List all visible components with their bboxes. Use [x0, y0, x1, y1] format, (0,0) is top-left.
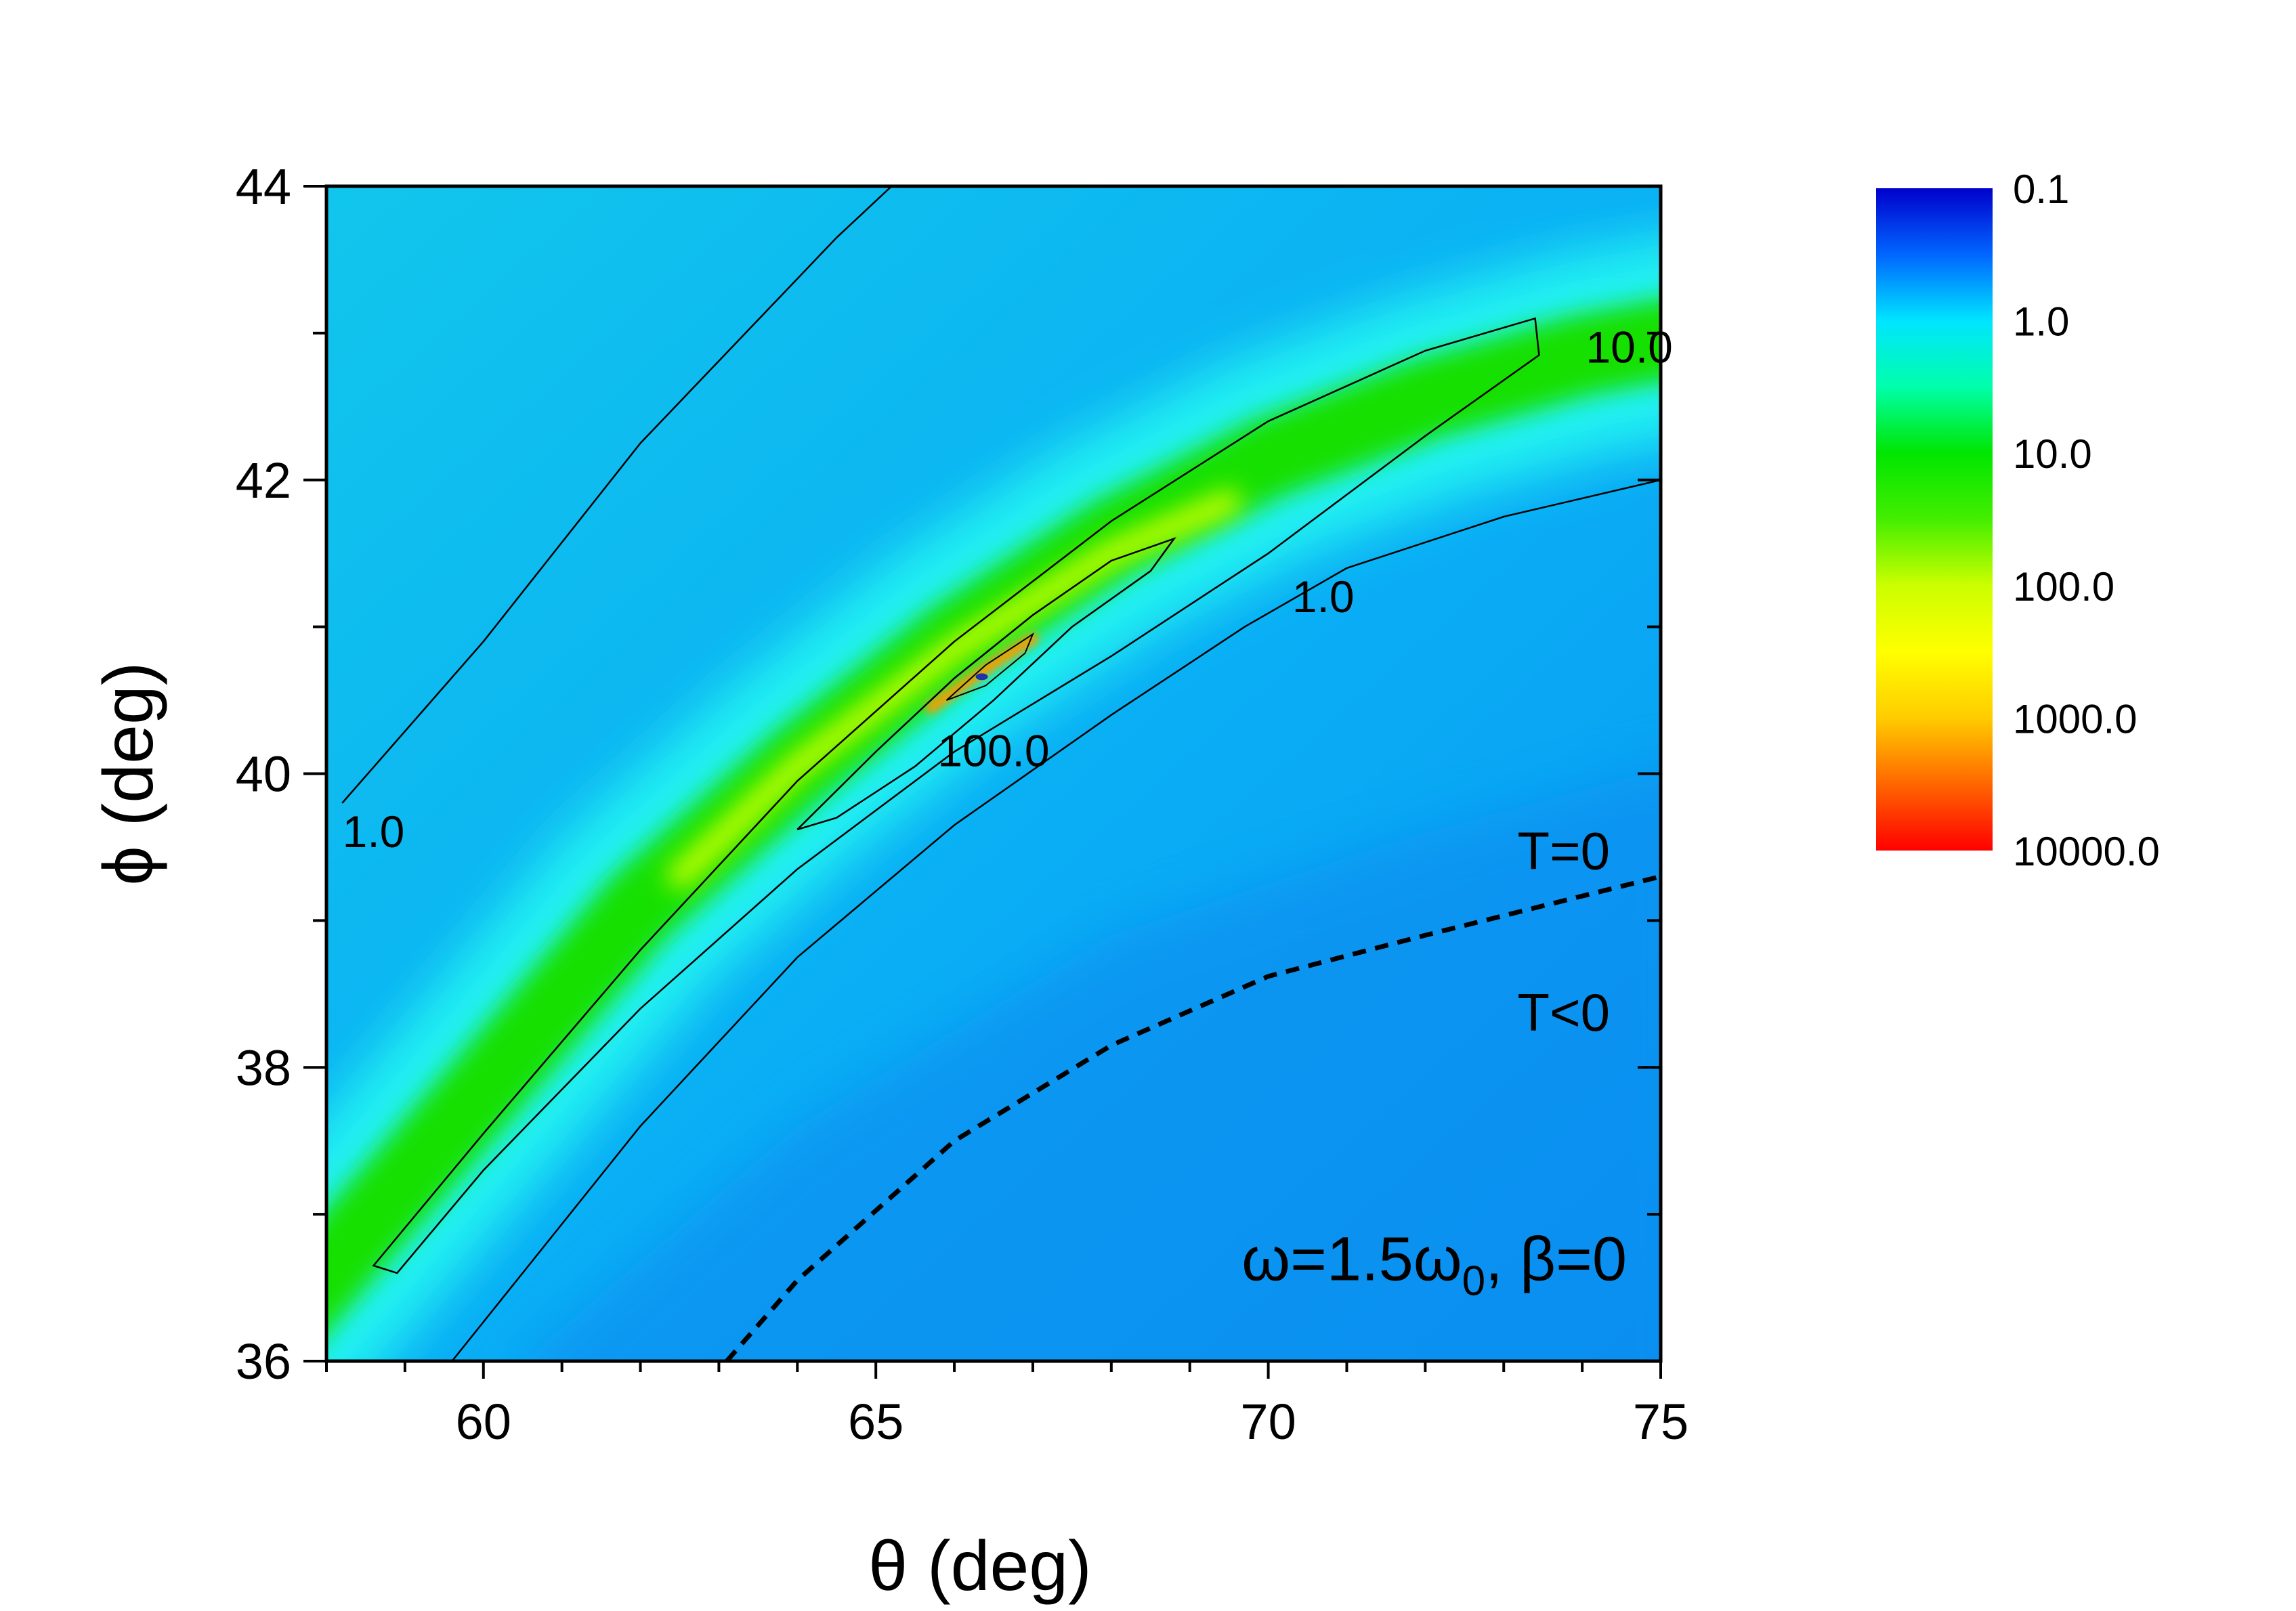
plot-area — [324, 184, 1663, 1363]
params-subscript: 0 — [1462, 1258, 1485, 1305]
annotation-t-negative: T<0 — [1517, 983, 1610, 1042]
y-tick-label-42: 42 — [236, 452, 291, 509]
colorbar-label-1-0: 1.0 — [2013, 299, 2069, 345]
contour-100-3 — [796, 536, 1176, 831]
heatmap-yellow-core — [667, 490, 1241, 889]
annotation-parameters: ω=1.5ω0, β=0 — [1241, 1225, 1627, 1305]
colorbar-label-1000-0: 1000.0 — [2013, 696, 2138, 742]
x-axis-title: θ (deg) — [868, 1527, 1092, 1606]
x-axis: 60 65 70 75 — [325, 1361, 1688, 1450]
contour-lines — [341, 186, 1661, 1361]
heatmap-orange-core — [925, 633, 1038, 713]
contour-1-0 — [341, 186, 893, 804]
colorbar-gradient — [1876, 188, 1993, 851]
contour-label-1-0: 1.0 — [1292, 572, 1355, 622]
params-suffix: , β=0 — [1485, 1225, 1627, 1294]
x-tick-label-60: 60 — [456, 1394, 511, 1450]
contour-10-2 — [372, 317, 1540, 1274]
peak-marker — [975, 673, 988, 681]
contour-label-1-0: 1.0 — [343, 807, 405, 857]
x-tick-label-70: 70 — [1240, 1394, 1296, 1450]
colorbar: 0.1 1.0 10.0 100.0 1000.0 10000.0 — [1876, 167, 2160, 874]
params-prefix: ω=1.5ω — [1241, 1225, 1462, 1294]
y-tick-label-38: 38 — [236, 1039, 291, 1096]
contour-labels: 1.0 1.0 10.0 100.0 — [343, 322, 1673, 857]
y-tick-label-44: 44 — [236, 158, 291, 215]
heatmap-low-region — [522, 769, 1661, 1361]
y-tick-label-40: 40 — [236, 746, 291, 802]
colorbar-label-10-0: 10.0 — [2013, 431, 2092, 477]
contour-label-10-0: 10.0 — [1586, 322, 1672, 372]
t-zero-boundary-line — [725, 874, 1661, 1361]
contour-1-1 — [451, 479, 1661, 1361]
colorbar-labels: 0.1 1.0 10.0 100.0 1000.0 10000.0 — [2013, 167, 2160, 874]
colorbar-label-10000-0: 10000.0 — [2013, 829, 2160, 874]
y-axis-title: ϕ (deg) — [89, 662, 168, 886]
y-axis: 36 38 40 42 44 — [236, 158, 1661, 1390]
colorbar-label-100-0: 100.0 — [2013, 564, 2114, 609]
annotation-t-zero: T=0 — [1517, 821, 1610, 880]
colorbar-label-0-1: 0.1 — [2013, 167, 2069, 212]
y-tick-label-36: 36 — [236, 1333, 291, 1390]
contour-1000-4 — [945, 632, 1035, 702]
x-tick-label-75: 75 — [1633, 1394, 1688, 1450]
contour-label-100-0: 100.0 — [937, 726, 1049, 776]
x-tick-label-65: 65 — [848, 1394, 903, 1450]
